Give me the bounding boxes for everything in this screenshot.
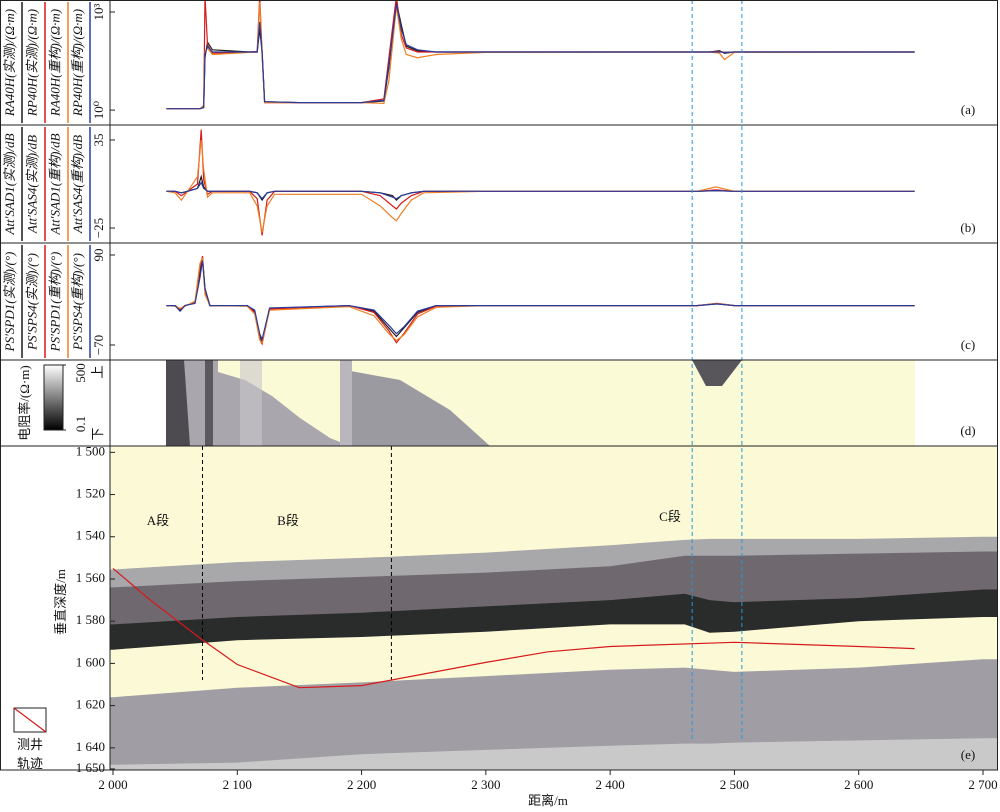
x-tick-label: 2 000 xyxy=(98,777,127,792)
resistivity-region xyxy=(240,360,262,446)
segment-label: A段 xyxy=(147,513,169,528)
y-tick-label: 1 540 xyxy=(76,528,105,543)
y-tick-label: 1 640 xyxy=(76,739,105,754)
x-tick-label: 2 100 xyxy=(223,777,252,792)
y-axis-title: 垂直深度/m xyxy=(53,569,68,635)
y-tick-label: −70 xyxy=(91,335,106,355)
x-tick-label: 2 500 xyxy=(720,777,749,792)
segment-label: B段 xyxy=(277,513,299,528)
resistivity-region xyxy=(166,360,190,446)
x-tick-label: 2 700 xyxy=(968,777,997,792)
legend-label: RA40H(重构)/(Ω·m) xyxy=(47,9,62,117)
legend-label: Att′SAD1(实测)/dB xyxy=(2,133,17,235)
resistivity-region xyxy=(692,360,742,386)
x-tick-label: 2 400 xyxy=(596,777,625,792)
x-tick-label: 2 300 xyxy=(471,777,500,792)
depth-top-label: 上 xyxy=(90,365,105,378)
series-line xyxy=(166,181,915,200)
colorbar-title: 电阻率/(Ω·m) xyxy=(17,365,32,440)
resistivity-region xyxy=(340,360,352,446)
legend-label: PS′SPD1(重构)/(°) xyxy=(47,252,62,353)
x-tick-label: 2 200 xyxy=(347,777,376,792)
y-tick-label: −25 xyxy=(91,218,106,238)
panel-label: (b) xyxy=(960,220,975,235)
y-tick-label: 1 520 xyxy=(76,486,105,501)
colorbar-tick-label: 0.1 xyxy=(73,416,88,432)
series-line xyxy=(166,3,915,110)
series-line xyxy=(166,257,915,345)
series-line xyxy=(166,139,915,233)
resistivity-region xyxy=(205,360,213,446)
series-line xyxy=(166,260,915,342)
y-tick-label: 35 xyxy=(91,133,106,146)
y-tick-label: 90 xyxy=(91,248,106,261)
y-tick-label: 1 600 xyxy=(76,654,105,669)
y-tick-label: 1 560 xyxy=(76,570,105,585)
legend-label: Att′SAS4(实测)/dB xyxy=(24,135,39,234)
colorbar-tick-label: 500 xyxy=(73,363,88,383)
y-tick-label: 10³ xyxy=(91,3,106,20)
legend-label: RP40H(实测)/(Ω·m) xyxy=(24,9,39,117)
panel-label: (c) xyxy=(961,337,975,352)
series-line xyxy=(166,0,915,110)
layer xyxy=(110,738,998,770)
depth-bottom-label: 下 xyxy=(90,427,105,440)
legend-swatch xyxy=(13,707,47,733)
legend-label: RA40H(实测)/(Ω·m) xyxy=(2,9,17,117)
legend-label: Att′SAS4(重构)/dB xyxy=(70,135,85,234)
series-line xyxy=(166,129,915,236)
panel-label: (a) xyxy=(961,102,975,117)
legend-label: 测井轨迹 xyxy=(16,737,43,771)
y-tick-label: 1 500 xyxy=(76,443,105,458)
legend-label: RP40H(重构)/(Ω·m) xyxy=(70,9,85,117)
series-line xyxy=(166,257,915,345)
resistivity-image xyxy=(43,360,915,446)
y-tick-label: 1 620 xyxy=(76,697,105,712)
panel-label: (e) xyxy=(961,747,975,762)
y-tick-label: 10⁰ xyxy=(91,101,106,119)
legend-label: PS′SPS4(重构)/(°) xyxy=(70,253,85,351)
series-line xyxy=(166,2,915,110)
y-tick-label: 1 650 xyxy=(76,760,105,775)
y-tick-label: 1 580 xyxy=(76,612,105,627)
panel-label: (d) xyxy=(960,423,975,438)
figure-frame xyxy=(0,0,998,771)
legend-label: PS′SPS4(实测)/(°) xyxy=(24,253,39,351)
series-line xyxy=(166,174,915,202)
segment-label: C段 xyxy=(659,509,681,524)
colorbar xyxy=(43,364,64,431)
legend-label: PS′SPD1(实测)/(°) xyxy=(2,252,17,353)
legend-label: Att′SAD1(重构)/dB xyxy=(47,133,62,235)
series-line xyxy=(166,2,915,110)
resistivity-region xyxy=(345,370,490,446)
x-axis-title: 距离/m xyxy=(528,793,568,808)
series-line xyxy=(166,255,915,346)
well-trajectory xyxy=(112,567,915,689)
x-tick-label: 2 600 xyxy=(844,777,873,792)
